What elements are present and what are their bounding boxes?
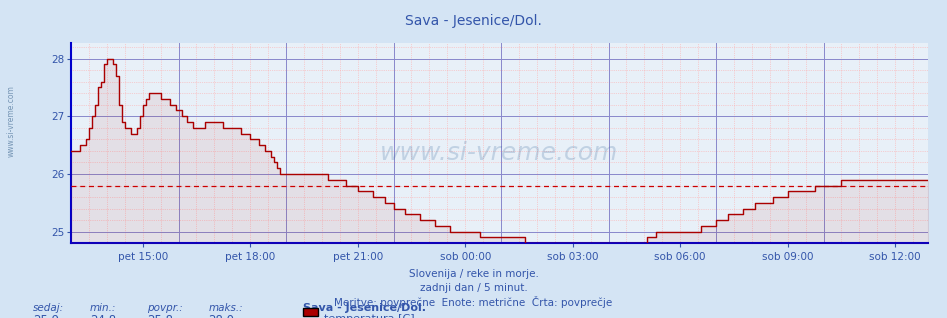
Text: 24,8: 24,8 [90, 314, 116, 318]
Text: temperatura [C]: temperatura [C] [324, 314, 415, 318]
Text: Sava - Jesenice/Dol.: Sava - Jesenice/Dol. [405, 14, 542, 28]
Text: 25,9: 25,9 [33, 314, 60, 318]
Text: Slovenija / reke in morje.: Slovenija / reke in morje. [408, 269, 539, 279]
Text: Meritve: povprečne  Enote: metrične  Črta: povprečje: Meritve: povprečne Enote: metrične Črta:… [334, 296, 613, 308]
Text: 25,8: 25,8 [147, 314, 172, 318]
Text: zadnji dan / 5 minut.: zadnji dan / 5 minut. [420, 283, 527, 293]
Text: min.:: min.: [90, 303, 116, 313]
Text: 28,0: 28,0 [208, 314, 234, 318]
Text: maks.:: maks.: [208, 303, 243, 313]
Text: www.si-vreme.com: www.si-vreme.com [381, 141, 618, 165]
Text: povpr.:: povpr.: [147, 303, 183, 313]
Text: www.si-vreme.com: www.si-vreme.com [7, 85, 16, 157]
Text: sedaj:: sedaj: [33, 303, 64, 313]
Text: Sava - Jesenice/Dol.: Sava - Jesenice/Dol. [303, 303, 426, 313]
